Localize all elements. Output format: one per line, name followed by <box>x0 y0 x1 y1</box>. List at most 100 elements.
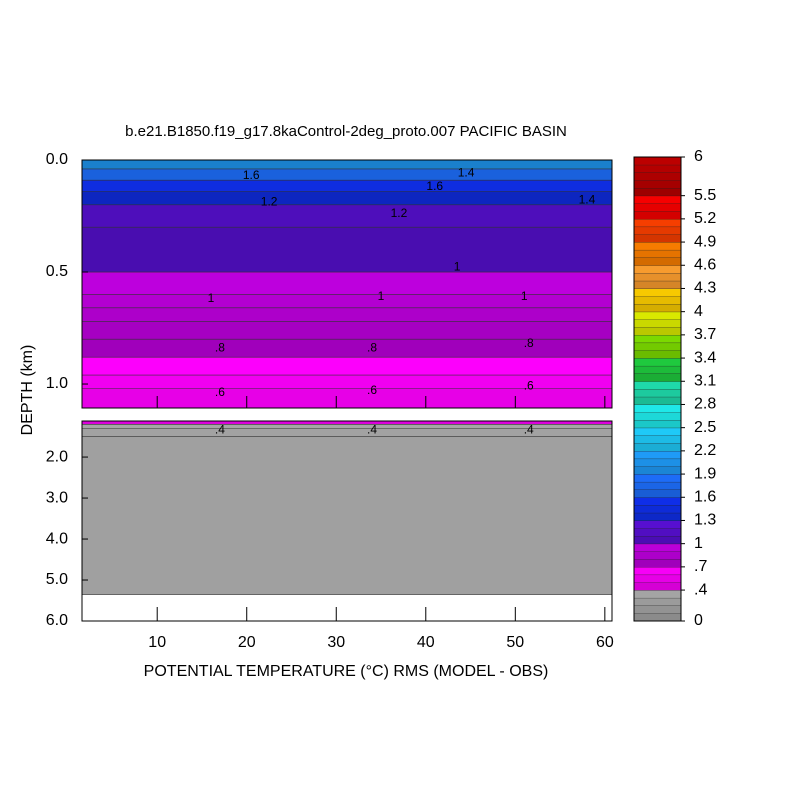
colorbar-tick-label: 4.9 <box>694 233 716 250</box>
colorbar-bin <box>633 350 682 359</box>
colorbar-tick-label: 3.4 <box>694 349 716 366</box>
colorbar-bin <box>633 574 682 583</box>
colorbar-bin <box>633 566 682 576</box>
colorbar-bin <box>633 218 682 228</box>
colorbar-frame <box>633 156 682 622</box>
contour-label: 1 <box>208 291 215 305</box>
colorbar-bin <box>633 450 682 460</box>
colorbar-tick-label: 0 <box>694 612 703 629</box>
contour-band <box>82 421 612 425</box>
x-tick-label: 60 <box>596 634 614 651</box>
colorbar-tick-label: .4 <box>694 581 707 598</box>
contour-band <box>82 180 612 192</box>
colorbar-bin <box>633 257 682 266</box>
colorbar-bin <box>633 605 682 614</box>
colorbar-bin <box>633 396 682 405</box>
colorbar-bin <box>633 419 682 429</box>
colorbar-bin <box>633 613 682 622</box>
colorbar-bin <box>633 334 682 344</box>
contour-band <box>82 191 612 206</box>
contour-band <box>82 388 612 409</box>
contour-label: .6 <box>215 385 225 399</box>
y-tick-label: 1.0 <box>46 375 68 392</box>
colorbar-bin <box>633 357 682 367</box>
contour-band <box>82 321 612 340</box>
colorbar-bin <box>633 280 682 289</box>
x-axis-label: POTENTIAL TEMPERATURE (°C) RMS (MODEL - … <box>144 663 549 680</box>
colorbar-tick-label: 4.3 <box>694 280 716 297</box>
colorbar-bin <box>633 520 682 529</box>
colorbar-bin <box>633 388 682 398</box>
x-tick-label: 40 <box>417 634 435 651</box>
colorbar-bin <box>633 226 682 235</box>
colorbar-tick-label: 1 <box>694 535 703 552</box>
contour-label: 1.4 <box>579 192 596 206</box>
colorbar-bin <box>633 535 682 545</box>
contour-label: .6 <box>524 378 534 392</box>
x-tick-label: 10 <box>148 634 166 651</box>
colorbar-tick-label: 1.3 <box>694 512 716 529</box>
contour-band <box>82 428 612 438</box>
colorbar-bin <box>633 156 682 166</box>
colorbar-bin <box>633 589 682 599</box>
contour-label: .8 <box>367 340 377 354</box>
colorbar-bin <box>633 497 682 506</box>
x-tick-label: 50 <box>506 634 524 651</box>
colorbar-tick-label: 1.6 <box>694 488 716 505</box>
contour-band <box>82 272 612 295</box>
contour-band <box>82 160 612 170</box>
colorbar-bin <box>633 597 682 606</box>
contour-label: .6 <box>367 383 377 397</box>
contour-band <box>82 227 612 273</box>
colorbar-bin <box>633 319 682 328</box>
colorbar-bin <box>633 427 682 436</box>
contour-band <box>82 436 612 595</box>
colorbar-bin <box>633 442 682 452</box>
colorbar-tick-label: 6 <box>694 148 703 165</box>
colorbar-bin <box>633 481 682 490</box>
contour-label: 1 <box>454 260 461 274</box>
contour-label: 1.4 <box>458 166 475 180</box>
colorbar-bin <box>633 458 682 467</box>
contour-band <box>82 424 612 429</box>
colorbar-bin <box>633 164 682 173</box>
y-tick-label: 0.5 <box>46 263 68 280</box>
contour-label: .8 <box>524 336 534 350</box>
colorbar-bin <box>633 172 682 181</box>
contour-label: 1.2 <box>261 195 278 209</box>
contour-band <box>82 339 612 358</box>
colorbar-bin <box>633 373 682 382</box>
colorbar-bin <box>633 365 682 374</box>
colorbar-bin <box>633 288 682 297</box>
colorbar-bin <box>633 210 682 220</box>
colorbar-tick-label: 5.5 <box>694 187 716 204</box>
contour-label: 1.6 <box>243 168 260 182</box>
colorbar-bin <box>633 296 682 305</box>
colorbar-bin <box>633 582 682 591</box>
y-tick-label: 5.0 <box>46 571 68 588</box>
colorbar-bin <box>633 528 682 537</box>
panel-frame <box>81 420 613 622</box>
y-tick-label: 6.0 <box>46 612 68 629</box>
contour-label: 1.2 <box>391 206 408 220</box>
colorbar-bin <box>633 489 682 498</box>
y-tick-label: 3.0 <box>46 489 68 506</box>
contour-label: .4 <box>367 423 377 437</box>
contour-band <box>82 375 612 390</box>
colorbar-bin <box>633 203 682 212</box>
colorbar-tick-label: 4 <box>694 303 703 320</box>
colorbar-bin <box>633 234 682 243</box>
contour-label: .8 <box>215 340 225 354</box>
colorbar-bin <box>633 195 682 204</box>
colorbar-tick-label: .7 <box>694 558 707 575</box>
colorbar-bin <box>633 473 682 483</box>
colorbar-bin <box>633 435 682 444</box>
colorbar-tick-label: 1.9 <box>694 465 716 482</box>
colorbar-tick-label: 3.7 <box>694 326 716 343</box>
colorbar-tick-label: 2.5 <box>694 419 716 436</box>
colorbar-tick-label: 5.2 <box>694 210 716 227</box>
contour-label: 1 <box>378 289 385 303</box>
y-tick-label: 4.0 <box>46 530 68 547</box>
colorbar-bin <box>633 241 682 251</box>
